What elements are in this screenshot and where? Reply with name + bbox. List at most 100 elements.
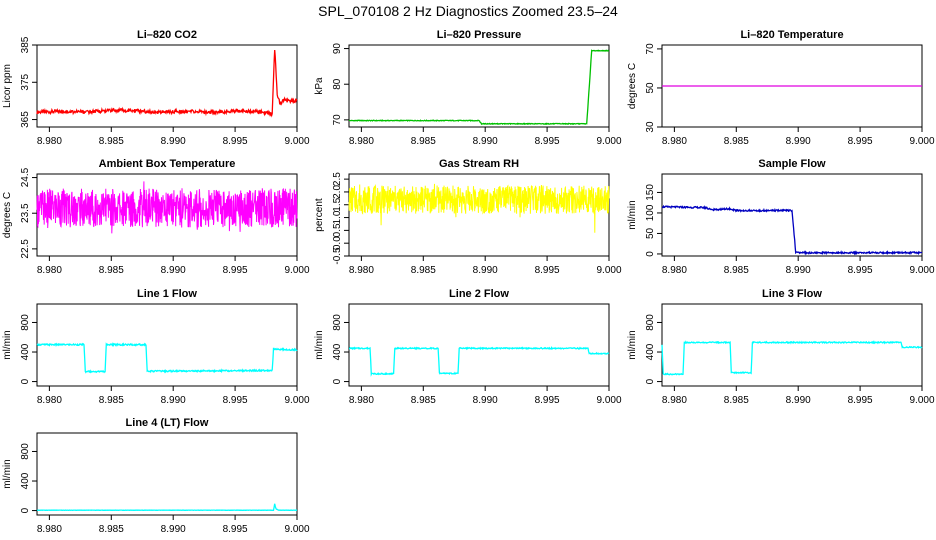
y-tick-label: 400: [645, 343, 656, 360]
y-tick-label: 50: [645, 227, 656, 239]
y-tick-label: 0: [645, 251, 656, 257]
panel-title: Line 3 Flow: [762, 288, 822, 300]
x-tick-label: 8.995: [535, 265, 560, 276]
y-tick-label: 1.5: [332, 197, 343, 211]
plot-frame: [348, 303, 610, 387]
y-tick-label: 800: [20, 314, 31, 331]
y-tick-label: 400: [20, 472, 31, 489]
panel-8: Line 2 Flow 8.980 8.985 8.990 8.995 9.000 0 400…: [314, 288, 622, 406]
x-tick-label: 8.995: [223, 136, 248, 147]
y-tick-label: 400: [332, 343, 343, 360]
y-tick-label: 30: [645, 121, 656, 133]
x-tick-label: 8.980: [349, 265, 374, 276]
x-tick-label: 9.000: [284, 395, 309, 406]
x-tick-label: 8.990: [161, 524, 186, 535]
x-tick-label: 9.000: [284, 524, 309, 535]
plot-frame: [36, 432, 298, 516]
y-tick-label: 0: [20, 378, 31, 384]
panel-3: Li–820 Temperature 8.980 8.985 8.990 8.995 9.…: [627, 29, 935, 147]
series-line: [661, 204, 923, 256]
y-tick-label: 800: [20, 443, 31, 460]
x-tick-label: 8.990: [786, 265, 811, 276]
y-tick-label: 50: [645, 82, 656, 94]
x-tick-label: 8.995: [848, 395, 873, 406]
x-tick-label: 9.000: [596, 136, 621, 147]
x-tick-label: 8.985: [724, 395, 749, 406]
figure-title: SPL_070108 2 Hz Diagnostics Zoomed 23.5–…: [318, 3, 618, 19]
series-line: [36, 49, 298, 118]
y-tick-label: 100: [645, 204, 656, 221]
plot-frame: [348, 173, 610, 257]
panel-title: Ambient Box Temperature: [99, 158, 236, 170]
panel-title: Line 2 Flow: [449, 288, 509, 300]
x-tick-label: 8.980: [349, 136, 374, 147]
x-tick-label: 8.985: [411, 395, 436, 406]
y-tick-label: 385: [20, 36, 31, 53]
y-axis-label: ml/min: [314, 330, 325, 359]
series-line: [348, 183, 610, 233]
y-tick-label: 24.5: [20, 167, 31, 187]
x-tick-label: 8.985: [99, 395, 124, 406]
x-tick-label: 8.985: [99, 136, 124, 147]
series-line: [661, 340, 923, 376]
y-axis-label: ml/min: [627, 200, 638, 229]
series-line: [36, 503, 297, 512]
y-tick-label: 400: [20, 343, 31, 360]
x-tick-label: 8.995: [848, 265, 873, 276]
x-tick-label: 8.990: [473, 395, 498, 406]
y-axis-label: degrees C: [627, 63, 638, 109]
series-line: [36, 342, 298, 374]
y-tick-label: 23.5: [20, 203, 31, 223]
x-tick-label: 8.980: [662, 395, 687, 406]
x-tick-label: 8.980: [37, 136, 62, 147]
y-axis-label: ml/min: [2, 459, 13, 488]
panel-title: Li–820 CO2: [137, 29, 197, 41]
x-tick-label: 8.995: [848, 136, 873, 147]
panel-title: Line 1 Flow: [137, 288, 197, 300]
x-tick-label: 8.995: [223, 524, 248, 535]
y-tick-label: 80: [332, 78, 343, 90]
x-tick-label: 8.985: [724, 136, 749, 147]
y-tick-label: 1.0: [332, 210, 343, 224]
plot-frame: [36, 44, 298, 128]
x-tick-label: 8.980: [37, 524, 62, 535]
y-tick-label: 70: [332, 114, 343, 126]
y-axis-label: Licor ppm: [2, 64, 13, 108]
x-tick-label: 9.000: [909, 265, 934, 276]
plot-frame: [36, 303, 298, 387]
y-axis-label: degrees C: [2, 192, 13, 238]
x-tick-label: 9.000: [909, 395, 934, 406]
panel-9: Line 3 Flow 8.980 8.985 8.990 8.995 9.000 0 400…: [627, 288, 935, 406]
y-tick-label: 0.0: [332, 236, 343, 250]
x-tick-label: 8.985: [411, 265, 436, 276]
x-tick-label: 8.980: [662, 136, 687, 147]
panel-5: Gas Stream RH 8.980 8.985 8.990 8.995 9.000 -0…: [314, 158, 622, 276]
x-tick-label: 8.985: [724, 265, 749, 276]
series-line: [348, 346, 610, 377]
y-axis-label: kPa: [314, 77, 325, 95]
panels-group: Li–820 CO2 8.980 8.985 8.990 8.995 9.000 365 37…: [2, 29, 935, 535]
y-axis-label: ml/min: [2, 330, 13, 359]
x-tick-label: 8.995: [223, 395, 248, 406]
x-tick-label: 8.980: [37, 265, 62, 276]
y-axis-label: ml/min: [627, 330, 638, 359]
x-tick-label: 8.990: [473, 136, 498, 147]
x-tick-label: 9.000: [596, 265, 621, 276]
y-tick-label: 90: [332, 43, 343, 55]
x-tick-label: 8.990: [161, 136, 186, 147]
y-tick-label: 0: [645, 378, 656, 384]
panel-6: Sample Flow 8.980 8.985 8.990 8.995 9.000 0 50 1…: [627, 158, 935, 276]
x-tick-label: 8.980: [37, 395, 62, 406]
x-tick-label: 8.995: [223, 265, 248, 276]
y-axis-label: percent: [314, 198, 325, 232]
panel-4: Ambient Box Temperature 8.980 8.985 8.990 8.…: [2, 158, 310, 276]
y-tick-label: 2.0: [332, 185, 343, 199]
y-tick-label: 0: [20, 507, 31, 513]
x-tick-label: 9.000: [284, 265, 309, 276]
x-tick-label: 9.000: [909, 136, 934, 147]
panel-10: Line 4 (LT) Flow 8.980 8.985 8.990 8.995 9.00…: [2, 417, 310, 535]
plot-frame: [348, 44, 610, 128]
y-tick-label: 375: [20, 73, 31, 90]
